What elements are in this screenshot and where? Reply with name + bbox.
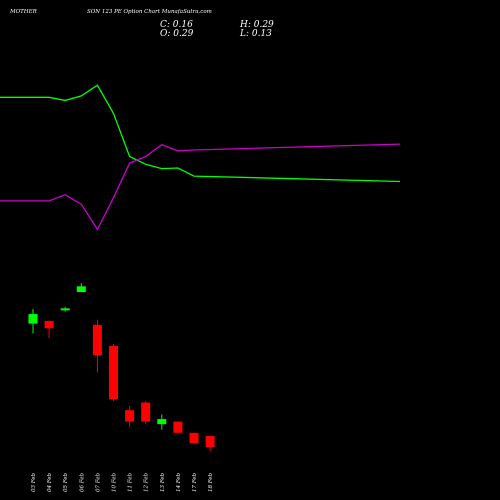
candle-07-feb bbox=[92, 319, 102, 373]
x-tick-label: 03 Feb bbox=[31, 472, 37, 492]
candle-body bbox=[28, 314, 38, 324]
x-tick-label: 13 Feb bbox=[160, 472, 166, 492]
candle-18-feb bbox=[205, 436, 215, 452]
x-tick-label: 05 Feb bbox=[63, 472, 69, 492]
open-value: O: 0.29 bbox=[160, 29, 194, 39]
candle-body bbox=[189, 432, 199, 444]
close-value: C: 0.16 bbox=[160, 20, 193, 30]
high-value: H: 0.29 bbox=[240, 20, 274, 30]
x-tick-label: 18 Feb bbox=[208, 472, 214, 492]
candle-body bbox=[205, 436, 215, 448]
candle-14-feb bbox=[173, 421, 183, 433]
x-tick-label: 11 Feb bbox=[128, 472, 134, 492]
candle-05-feb bbox=[60, 306, 70, 312]
candle-body bbox=[76, 286, 86, 293]
candles bbox=[28, 283, 215, 452]
x-tick-label: 10 Feb bbox=[112, 472, 118, 492]
x-tick-label: 07 Feb bbox=[95, 472, 101, 492]
x-tick-label: 06 Feb bbox=[79, 472, 85, 492]
candle-body bbox=[92, 324, 102, 356]
low-value: L: 0.13 bbox=[240, 29, 272, 39]
candle-06-feb bbox=[76, 283, 86, 293]
candle-body bbox=[44, 320, 54, 329]
chart-title-left: MOTHER bbox=[10, 9, 37, 15]
candle-body bbox=[157, 419, 167, 425]
candle-10-feb bbox=[109, 344, 118, 401]
candle-body bbox=[173, 421, 183, 433]
candle-04-feb bbox=[44, 320, 54, 338]
candle-body bbox=[141, 402, 151, 422]
candle-11-feb bbox=[125, 406, 135, 427]
x-tick-label: 17 Feb bbox=[192, 472, 198, 492]
candle-17-feb bbox=[189, 432, 199, 444]
candle-03-feb bbox=[28, 308, 38, 334]
x-axis-labels: 03 Feb 04 Feb 05 Feb 06 Feb 07 Feb 10 Feb 11 F… bbox=[31, 472, 214, 492]
x-tick-label: 04 Feb bbox=[47, 472, 53, 492]
chart-title-right: SON 123 PE Option Chart MunafaSutra.com bbox=[87, 9, 212, 15]
series-line-2 bbox=[0, 143, 401, 231]
candle-body bbox=[125, 410, 135, 422]
candle-12-feb bbox=[141, 400, 151, 425]
x-tick-label: 12 Feb bbox=[144, 472, 150, 492]
candle-13-feb bbox=[157, 414, 167, 430]
x-tick-label: 14 Feb bbox=[176, 472, 182, 492]
series-line-1 bbox=[0, 84, 401, 183]
candle-body bbox=[109, 345, 118, 400]
candle-body bbox=[60, 308, 70, 311]
moving-average-lines bbox=[0, 84, 401, 231]
